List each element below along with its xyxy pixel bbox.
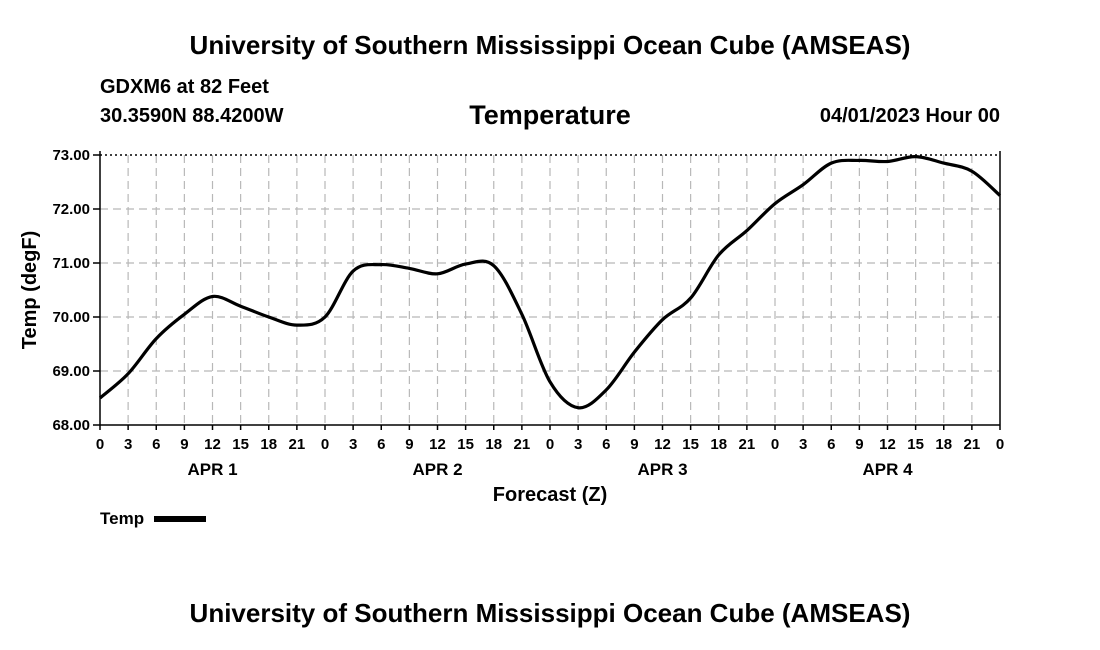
temp-series-line (98, 155, 1002, 410)
x-tick-label: 15 (457, 436, 474, 453)
day-label: APR 2 (412, 460, 462, 479)
header-title: University of Southern Mississippi Ocean… (189, 30, 911, 60)
y-tick-label: 68.00 (52, 417, 90, 434)
x-tick-label: 18 (260, 436, 277, 453)
legend: Temp (100, 509, 207, 529)
forecast-time: 04/01/2023 Hour 00 (819, 105, 1000, 127)
x-tick-label: 18 (935, 436, 952, 453)
x-axis-title: Forecast (Z) (493, 484, 607, 506)
station-name: GDXM6 at 82 Feet (100, 76, 269, 98)
x-tick-label: 6 (152, 436, 160, 453)
x-tick-label: 21 (289, 436, 306, 453)
x-tick-label: 9 (180, 436, 188, 453)
x-tick-label: 12 (654, 436, 671, 453)
x-tick-label: 0 (96, 436, 104, 453)
chart-title: Temperature (469, 100, 631, 130)
x-tick-label: 9 (405, 436, 413, 453)
x-tick-label: 6 (602, 436, 610, 453)
station-coordinates: 30.3590N 88.4200W (100, 105, 284, 127)
x-tick-label: 0 (771, 436, 779, 453)
x-tick-label: 9 (855, 436, 863, 453)
x-tick-label: 3 (349, 436, 357, 453)
day-label: APR 3 (637, 460, 687, 479)
y-axis-title: Temp (degF) (19, 231, 41, 350)
x-tick-label: 3 (574, 436, 582, 453)
x-tick-label: 21 (739, 436, 756, 453)
x-tick-label: 9 (630, 436, 638, 453)
y-tick-label: 71.00 (52, 255, 90, 272)
x-tick-label: 15 (232, 436, 249, 453)
day-label: APR 1 (187, 460, 237, 479)
x-tick-label: 12 (879, 436, 896, 453)
x-tick-label: 3 (124, 436, 132, 453)
x-tick-label: 15 (907, 436, 924, 453)
x-tick-label: 3 (799, 436, 807, 453)
x-tick-label: 21 (514, 436, 531, 453)
y-tick-label: 70.00 (52, 309, 90, 326)
x-tick-label: 6 (377, 436, 385, 453)
x-tick-label: 15 (682, 436, 699, 453)
day-label: APR 4 (862, 460, 913, 479)
x-tick-label: 0 (546, 436, 554, 453)
x-tick-label: 21 (964, 436, 981, 453)
x-tick-label: 12 (429, 436, 446, 453)
legend-line-swatch (154, 516, 207, 522)
x-tick-label: 18 (485, 436, 502, 453)
legend-label: Temp (100, 509, 145, 528)
y-tick-label: 69.00 (52, 363, 90, 380)
x-tick-label: 0 (321, 436, 329, 453)
y-tick-label: 72.00 (52, 201, 90, 218)
x-tick-label: 0 (996, 436, 1004, 453)
y-tick-label: 73.00 (52, 147, 90, 164)
x-tick-label: 6 (827, 436, 835, 453)
x-tick-label: 18 (710, 436, 727, 453)
footer-title: University of Southern Mississippi Ocean… (189, 598, 911, 628)
x-tick-label: 12 (204, 436, 221, 453)
